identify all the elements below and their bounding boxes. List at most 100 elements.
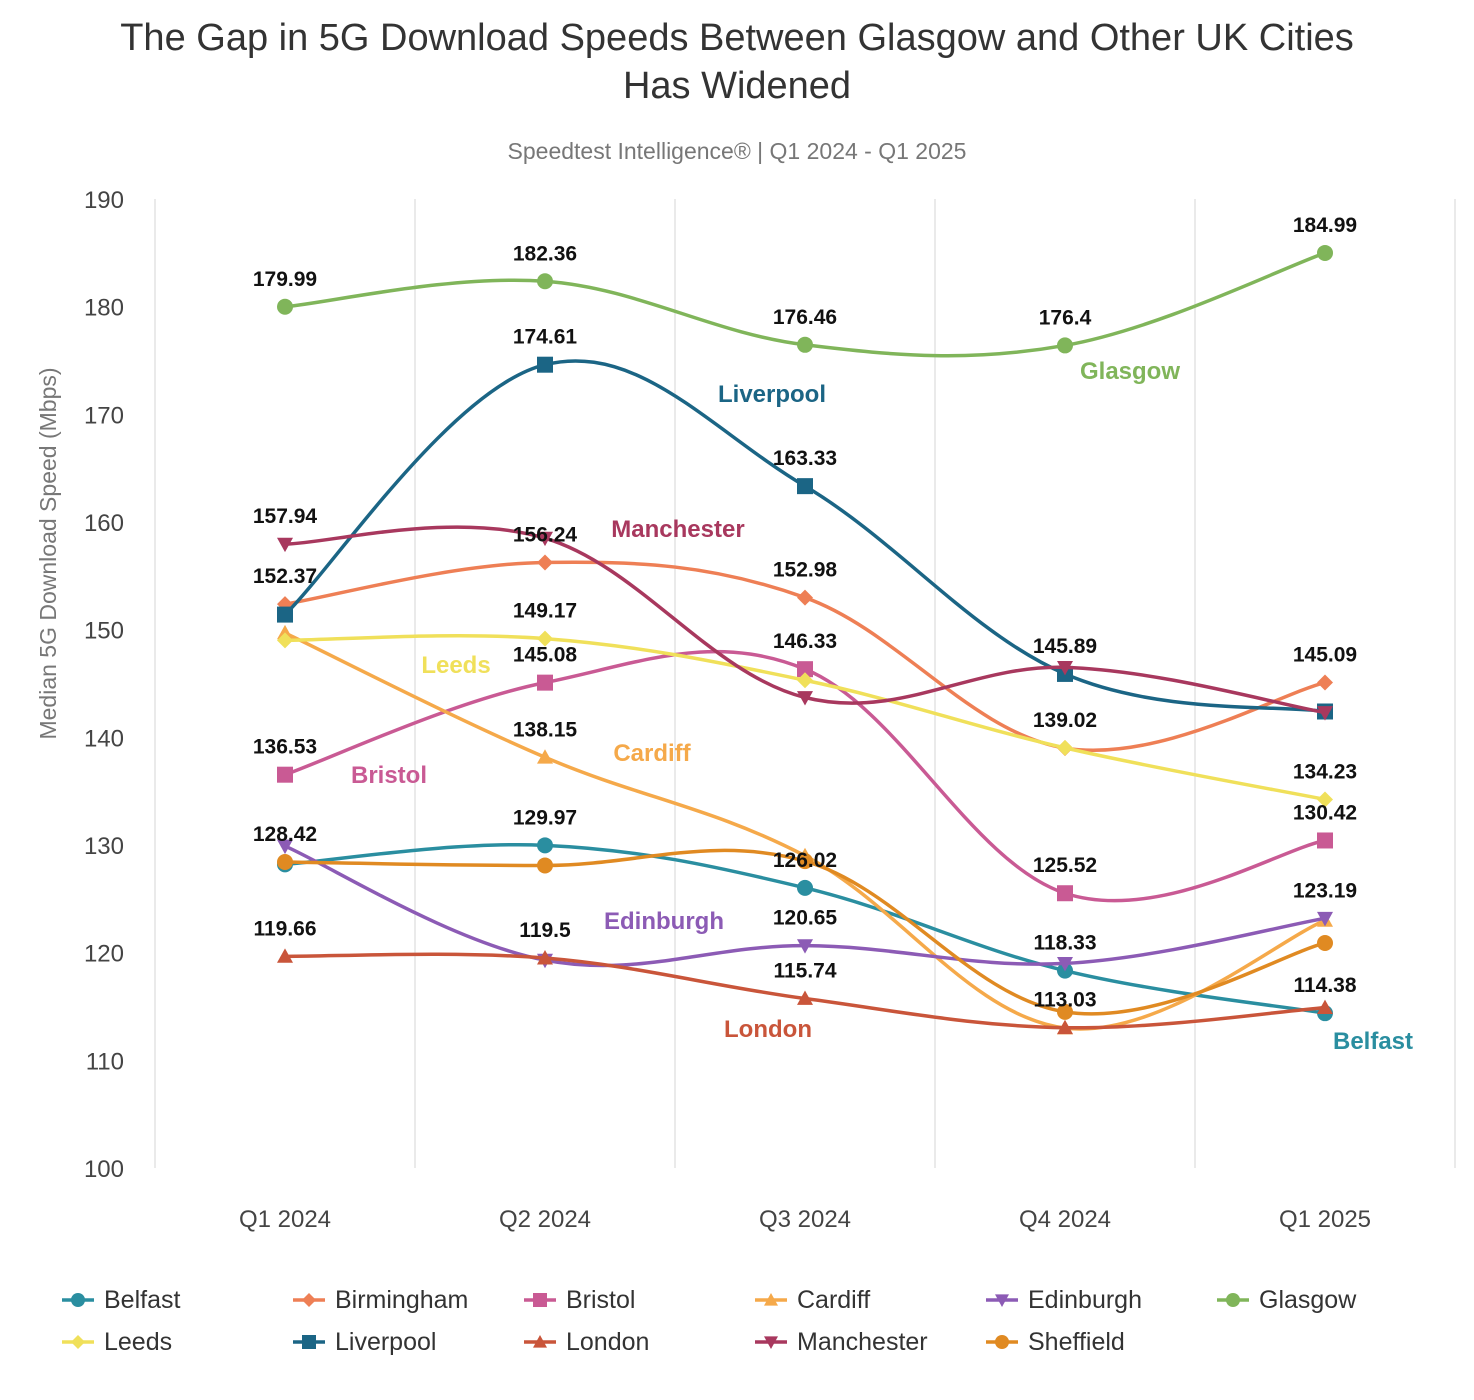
- circle-marker-icon: [1217, 1293, 1249, 1307]
- data-point: [277, 766, 293, 783]
- legend-label: Glasgow: [1259, 1285, 1357, 1314]
- triangle-up-marker-icon: [755, 1293, 787, 1306]
- data-point: [537, 857, 553, 874]
- legend-label: Belfast: [104, 1285, 181, 1314]
- legend-label: London: [566, 1327, 650, 1356]
- y-tick-label: 140: [84, 725, 124, 752]
- legend-item-cardiff[interactable]: Cardiff: [753, 1280, 870, 1320]
- data-point: [797, 478, 813, 495]
- data-label: 174.61: [513, 326, 578, 349]
- data-label: 152.37: [253, 565, 317, 588]
- data-point: [797, 990, 813, 1005]
- y-axis-label: Median 5G Download Speed (Mbps): [35, 367, 61, 739]
- line-annotation: Edinburgh: [604, 908, 724, 935]
- square-marker-icon: [293, 1335, 325, 1349]
- triangle-down-marker-icon: [755, 1336, 787, 1349]
- data-point: [1057, 957, 1073, 972]
- y-tick-label: 170: [84, 402, 124, 429]
- data-point: [797, 336, 813, 353]
- data-point: [277, 624, 293, 640]
- data-label: 125.52: [1033, 854, 1097, 877]
- legend-item-belfast[interactable]: Belfast: [60, 1280, 180, 1320]
- series-sheffield: [277, 848, 1333, 1020]
- chart-title: The Gap in 5G Download Speeds Between Gl…: [0, 14, 1474, 110]
- circle-marker-icon: [62, 1293, 94, 1307]
- data-label: 128.42: [253, 823, 317, 846]
- data-label: 145.09: [1293, 644, 1357, 667]
- data-label: 156.24: [513, 523, 578, 546]
- data-label: 138.15: [513, 718, 578, 741]
- data-point: [1057, 739, 1073, 756]
- y-tick-label: 110: [86, 1048, 124, 1075]
- legend-item-leeds[interactable]: Leeds: [60, 1322, 172, 1362]
- y-tick-label: 190: [84, 187, 124, 214]
- series-leeds: [277, 630, 1333, 808]
- data-label: 118.33: [1033, 932, 1096, 955]
- data-label: 149.17: [513, 600, 577, 623]
- data-label: 120.65: [773, 907, 838, 930]
- data-label: 146.33: [773, 630, 837, 653]
- legend-item-birmingham[interactable]: Birmingham: [291, 1280, 468, 1320]
- legend-label: Birmingham: [335, 1285, 469, 1314]
- data-point: [797, 589, 813, 606]
- legend-item-manchester[interactable]: Manchester: [753, 1322, 928, 1362]
- diamond-marker-icon: [62, 1335, 94, 1349]
- y-tick-label: 160: [84, 510, 124, 537]
- data-point: [537, 273, 553, 290]
- data-label: 119.66: [253, 917, 316, 940]
- y-tick-label: 130: [84, 833, 124, 860]
- data-label: 113.03: [1033, 989, 1096, 1012]
- data-point: [797, 661, 813, 678]
- data-label: 184.99: [1293, 214, 1357, 237]
- x-tick-label: Q1 2025: [1279, 1206, 1371, 1233]
- data-point: [537, 950, 553, 965]
- data-point: [1317, 999, 1333, 1014]
- chart-subtitle: Speedtest Intelligence® | Q1 2024 - Q1 2…: [507, 138, 967, 164]
- data-label: 126.02: [773, 849, 837, 872]
- series-bristol: [277, 649, 1333, 903]
- line-annotation: Manchester: [611, 516, 744, 543]
- x-tick-label: Q3 2024: [759, 1206, 851, 1233]
- legend-label: Manchester: [797, 1327, 928, 1356]
- line-annotation: Belfast: [1333, 1028, 1413, 1055]
- data-point: [1317, 244, 1333, 261]
- data-point: [277, 948, 293, 963]
- data-point: [1317, 934, 1333, 951]
- series-liverpool: [277, 356, 1333, 720]
- data-label: 157.94: [253, 505, 318, 528]
- data-point: [537, 749, 553, 764]
- data-point: [797, 672, 813, 689]
- data-label: 145.89: [1033, 635, 1097, 658]
- data-point: [1057, 337, 1073, 354]
- data-point: [277, 839, 293, 855]
- data-point: [1317, 911, 1333, 927]
- legend-item-glasgow[interactable]: Glasgow: [1215, 1280, 1356, 1320]
- data-point: [277, 854, 293, 871]
- data-label: 139.02: [1033, 709, 1097, 732]
- data-label: 130.42: [1293, 801, 1357, 824]
- legend-item-bristol[interactable]: Bristol: [522, 1280, 635, 1320]
- y-tick-label: 150: [84, 618, 124, 645]
- chart-title-line-2: Has Widened: [622, 65, 852, 107]
- legend-label: Liverpool: [335, 1327, 437, 1356]
- legend-item-sheffield[interactable]: Sheffield: [984, 1322, 1125, 1362]
- line-annotation: Leeds: [421, 652, 490, 679]
- data-label: 129.97: [513, 806, 577, 829]
- line-annotation: Bristol: [351, 762, 427, 789]
- series-glasgow: [277, 244, 1333, 358]
- legend-label: Cardiff: [797, 1285, 871, 1314]
- legend-item-liverpool[interactable]: Liverpool: [291, 1322, 436, 1362]
- data-label: 163.33: [773, 447, 837, 470]
- legend-item-london[interactable]: London: [522, 1322, 649, 1362]
- data-label: 119.5: [519, 919, 571, 942]
- data-point: [797, 691, 813, 706]
- series-london: [277, 948, 1333, 1035]
- data-point: [277, 632, 293, 649]
- y-tick-label: 120: [84, 941, 124, 968]
- legend-item-edinburgh[interactable]: Edinburgh: [984, 1280, 1142, 1320]
- x-tick-label: Q1 2024: [239, 1206, 331, 1233]
- data-point: [1317, 674, 1333, 691]
- data-label: 145.08: [513, 644, 578, 667]
- data-point: [1317, 832, 1333, 849]
- line-annotation: Glasgow: [1080, 358, 1180, 385]
